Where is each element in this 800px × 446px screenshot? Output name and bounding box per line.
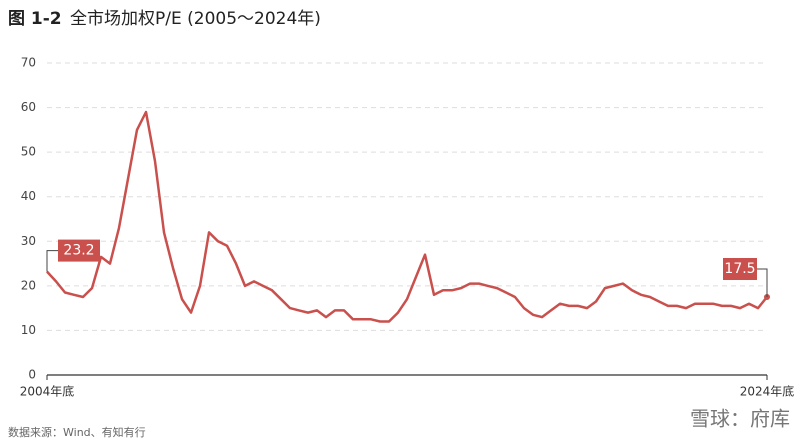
y-tick-label: 60 [21,100,36,114]
data-label: 17.5 [724,261,755,277]
y-tick-label: 50 [21,145,36,159]
watermark: 雪球：府库 [690,407,790,431]
callout-box [58,239,100,262]
y-tick-label: 20 [21,278,36,292]
y-tick-label: 40 [21,189,36,203]
y-tick-label: 70 [21,56,36,70]
chart-title: 全市场加权P/E (2005～2024年) [70,9,321,29]
y-tick-label: 30 [21,234,36,248]
x-tick-label: 2024年底 [740,384,795,399]
figure-label: 图 1-2 [8,9,62,29]
source-note: 数据来源：Wind、有知有行 [8,425,146,439]
callout-box [723,258,757,280]
y-tick-label: 10 [21,323,36,337]
data-label: 23.2 [63,243,94,259]
y-tick-label: 0 [28,368,36,382]
callout-line [757,268,768,297]
callout-line [46,250,58,272]
series-line [46,110,768,323]
x-tick-label: 2004年底 [20,384,75,399]
